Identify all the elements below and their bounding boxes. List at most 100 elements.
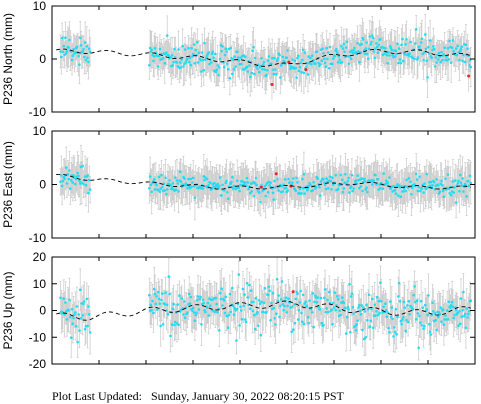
data-point — [70, 58, 74, 62]
data-point — [220, 49, 223, 53]
data-point — [420, 37, 424, 40]
data-point — [347, 176, 351, 180]
data-point — [218, 66, 221, 69]
data-point — [419, 41, 423, 44]
data-point — [232, 67, 236, 71]
data-point — [195, 311, 198, 315]
data-point — [225, 50, 228, 53]
data-point — [255, 183, 258, 187]
data-point — [324, 65, 328, 68]
data-point — [219, 297, 223, 301]
data-point — [274, 68, 277, 71]
data-point — [256, 67, 259, 71]
data-point — [338, 58, 342, 62]
data-point — [448, 191, 451, 195]
data-point — [344, 172, 347, 176]
data-point — [180, 58, 184, 61]
data-point — [173, 323, 176, 327]
data-point — [174, 188, 178, 192]
data-point — [62, 44, 66, 48]
data-point — [196, 298, 199, 302]
data-point — [388, 176, 391, 179]
data-point — [357, 50, 360, 53]
data-point — [306, 73, 310, 76]
data-point — [410, 186, 414, 189]
data-point — [396, 42, 399, 46]
data-point — [418, 175, 421, 179]
data-point — [187, 177, 190, 181]
data-point — [360, 42, 364, 46]
data-point — [77, 313, 80, 316]
data-point — [167, 275, 171, 278]
data-point — [272, 198, 276, 201]
data-point — [151, 299, 154, 303]
data-point — [177, 323, 180, 327]
data-point — [310, 62, 313, 66]
data-point — [216, 310, 219, 314]
data-point — [171, 64, 175, 67]
data-point — [224, 181, 228, 185]
data-point — [200, 51, 204, 54]
data-point — [387, 51, 390, 54]
data-point — [181, 183, 184, 186]
data-point — [72, 47, 75, 51]
data-point — [235, 339, 238, 342]
data-point — [209, 61, 213, 64]
data-point — [156, 308, 159, 311]
data-point — [260, 56, 263, 60]
data-point — [320, 59, 324, 62]
data-point — [65, 50, 69, 53]
data-point — [327, 51, 330, 54]
data-point — [460, 184, 464, 187]
data-point — [77, 54, 80, 58]
data-point — [460, 45, 464, 48]
data-point — [149, 303, 153, 307]
data-point — [423, 33, 427, 36]
data-point — [335, 47, 338, 51]
data-point — [416, 189, 420, 193]
data-point — [83, 41, 87, 44]
data-point — [168, 179, 171, 182]
y-tick-label: 0 — [39, 178, 46, 192]
data-point — [302, 172, 306, 176]
data-point — [405, 38, 408, 41]
data-point — [86, 56, 89, 60]
data-point — [69, 315, 72, 319]
data-point — [78, 63, 81, 66]
data-point — [74, 51, 77, 54]
data-point — [68, 169, 71, 172]
data-point — [343, 50, 346, 53]
data-point — [301, 186, 305, 190]
data-point — [432, 47, 436, 51]
data-point — [266, 59, 270, 62]
data-point — [87, 47, 91, 50]
data-point — [197, 51, 201, 55]
data-point — [458, 58, 461, 62]
data-point — [299, 61, 303, 64]
data-point — [203, 178, 206, 182]
data-point — [214, 70, 218, 74]
data-point — [269, 181, 272, 184]
data-point — [150, 190, 153, 194]
data-point — [153, 188, 157, 191]
data-point — [78, 288, 82, 292]
data-point — [336, 51, 339, 54]
data-point — [237, 59, 241, 62]
data-point — [267, 55, 271, 58]
data-point — [436, 53, 439, 57]
data-point — [87, 178, 91, 182]
data-point — [247, 187, 250, 191]
data-point — [366, 57, 370, 60]
data-point — [439, 60, 443, 64]
data-point — [80, 181, 84, 184]
data-point — [347, 62, 351, 66]
data-point — [164, 176, 167, 180]
data-point — [164, 291, 167, 295]
data-point — [250, 71, 254, 75]
data-point — [408, 52, 412, 55]
data-point — [271, 191, 275, 195]
data-point — [191, 306, 195, 310]
y-tick-label: 10 — [33, 124, 47, 138]
data-point — [456, 44, 460, 48]
data-point — [454, 47, 458, 50]
